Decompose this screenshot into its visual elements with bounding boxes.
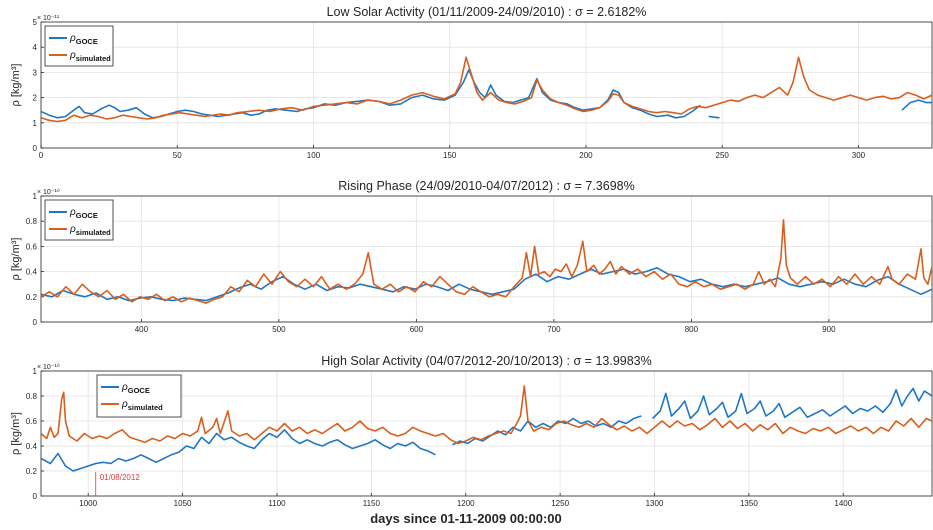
y-tick-label: 0 [33, 492, 38, 501]
legend-box [96, 374, 182, 418]
legend-box [44, 25, 114, 67]
series-line-simulated [41, 56, 932, 123]
y-exponent-label: × 10⁻¹⁰ [37, 363, 60, 371]
x-tick-label: 250 [716, 151, 730, 160]
legend-entry: ρGOCE [121, 382, 150, 395]
legend-entry: ρsimulated [121, 399, 163, 412]
axes-frame [40, 195, 933, 323]
chart-title: Rising Phase (24/09/2010-04/07/2012) : σ… [338, 179, 634, 193]
legend-subscript: simulated [76, 228, 111, 237]
x-tick-label: 100 [307, 151, 321, 160]
y-tick-label: 0.2 [26, 467, 38, 476]
x-tick-label: 900 [822, 325, 836, 334]
annotation-label: 01/08/2012 [100, 473, 141, 482]
y-axis-label: ρ [kg/m³] [10, 238, 22, 281]
chart-panel-1: 0 50 100 150 200 250 300 0 1 2 3 4 5 × 10⁻¹¹ Low Solar… [10, 5, 933, 160]
x-tick-label: 50 [173, 151, 182, 160]
y-tick-label: 5 [33, 18, 38, 27]
legend-subscript: GOCE [76, 37, 98, 46]
x-tick-label: 800 [685, 325, 699, 334]
legend-subscript: simulated [76, 54, 111, 63]
legend-symbol: ρ [121, 382, 128, 393]
x-tick-label: 150 [443, 151, 457, 160]
x-tick-label: 0 [39, 151, 44, 160]
x-tick-label: 600 [410, 325, 424, 334]
y-tick-label: 0.4 [26, 268, 38, 277]
y-tick-label: 0 [33, 318, 38, 327]
x-tick-label: 700 [547, 325, 561, 334]
x-tick-label: 400 [135, 325, 149, 334]
series-line-goce [41, 69, 701, 119]
x-axis-label: days since 01-11-2009 00:00:00 [370, 511, 562, 526]
y-tick-label: 0.6 [26, 417, 38, 426]
series-line-goce [652, 387, 932, 420]
legend-entry: ρsimulated [69, 50, 111, 63]
x-tick-label: 200 [579, 151, 593, 160]
x-tick-label: 300 [852, 151, 866, 160]
series-layer [41, 56, 932, 123]
legend-symbol: ρ [69, 207, 76, 218]
y-exponent-label: × 10⁻¹⁰ [37, 188, 60, 196]
chart-panel-3: 1000 1050 1100 1150 1200 1250 1300 1350 1400 0 0.2… [10, 354, 933, 508]
chart-title: Low Solar Activity (01/11/2009-24/09/201… [327, 5, 647, 19]
y-tick-label: 0.4 [26, 442, 38, 451]
x-tick-label: 1150 [363, 499, 381, 508]
x-tick-label: 500 [272, 325, 286, 334]
y-tick-label: 1 [33, 119, 38, 128]
x-tick-label: 1100 [268, 499, 286, 508]
series-line-simulated [41, 385, 932, 445]
legend-entry: ρGOCE [69, 207, 98, 220]
y-tick-label: 1 [33, 367, 38, 376]
legend-subscript: simulated [128, 403, 163, 412]
series-line-goce [41, 429, 436, 472]
chart-panel-2: 400 500 600 700 800 900 0 0.2 0.4 0.6 0.8 1 × 10⁻¹⁰ R… [10, 179, 933, 334]
legend-symbol: ρ [121, 399, 128, 410]
axes-frame [40, 21, 933, 149]
series-layer [41, 385, 932, 472]
y-tick-label: 0.8 [26, 217, 38, 226]
y-tick-label: 0.8 [26, 392, 38, 401]
legend-symbol: ρ [69, 50, 76, 61]
legend-subscript: GOCE [76, 211, 98, 220]
y-tick-label: 1 [33, 192, 38, 201]
y-tick-label: 4 [33, 43, 38, 52]
y-axis-label: ρ [kg/m³] [10, 412, 22, 455]
legend-entry: ρsimulated [69, 224, 111, 237]
y-tick-label: 0 [33, 144, 38, 153]
chart-title: High Solar Activity (04/07/2012-20/10/20… [321, 354, 652, 368]
series-line-goce [708, 115, 720, 119]
legend-entry: ρGOCE [69, 33, 98, 46]
y-exponent-label: × 10⁻¹¹ [37, 15, 60, 22]
x-tick-label: 1200 [457, 499, 475, 508]
legend-symbol: ρ [69, 224, 76, 235]
y-tick-label: 0.2 [26, 293, 38, 302]
y-tick-label: 3 [33, 68, 38, 77]
legend-subscript: GOCE [128, 386, 150, 395]
x-tick-label: 1350 [740, 499, 758, 508]
series-line-goce [901, 99, 932, 111]
x-tick-label: 1050 [174, 499, 192, 508]
legend-symbol: ρ [69, 33, 76, 44]
x-tick-label: 1000 [79, 499, 97, 508]
y-axis-label: ρ [kg/m³] [10, 64, 22, 107]
series-line-simulated [41, 219, 932, 304]
legend-box [44, 199, 114, 241]
y-tick-label: 2 [33, 94, 38, 103]
y-tick-label: 0.6 [26, 242, 38, 251]
series-layer [41, 219, 932, 304]
x-tick-label: 1400 [834, 499, 852, 508]
x-tick-label: 1300 [646, 499, 664, 508]
x-tick-label: 1250 [551, 499, 569, 508]
series-line-goce [452, 415, 642, 446]
